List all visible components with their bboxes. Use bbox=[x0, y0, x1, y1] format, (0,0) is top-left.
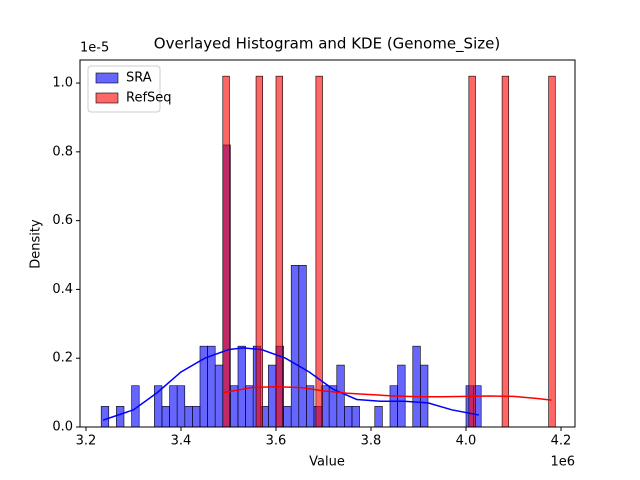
y-tick-label: 0.4 bbox=[52, 282, 73, 297]
bar bbox=[222, 75, 230, 428]
x-tick-label: 3.6 bbox=[266, 434, 287, 449]
bar bbox=[306, 385, 315, 428]
bar bbox=[298, 265, 307, 428]
kde-line bbox=[223, 386, 552, 401]
bar bbox=[192, 406, 201, 428]
legend-label: SRA bbox=[126, 71, 152, 86]
legend-swatch bbox=[95, 92, 119, 104]
bar bbox=[548, 75, 556, 428]
bar bbox=[237, 345, 246, 428]
bar bbox=[161, 406, 170, 428]
bar bbox=[268, 364, 277, 428]
x-axis-label: Value bbox=[309, 455, 345, 470]
y-axis-label: Density bbox=[29, 219, 44, 269]
x-tick-label: 4.2 bbox=[551, 434, 572, 449]
bar bbox=[315, 75, 323, 428]
y-tick-label: 0.0 bbox=[52, 420, 73, 435]
bar bbox=[245, 385, 254, 428]
x-tick-label: 3.8 bbox=[361, 434, 382, 449]
legend-swatch bbox=[95, 72, 119, 84]
bar bbox=[116, 406, 125, 428]
legend-label: RefSeq bbox=[126, 91, 172, 106]
bar bbox=[351, 406, 360, 428]
bar bbox=[169, 385, 178, 428]
bar bbox=[100, 406, 110, 428]
bar bbox=[207, 345, 216, 428]
bar bbox=[412, 345, 421, 428]
bar bbox=[255, 75, 263, 428]
bar bbox=[275, 75, 283, 428]
bar bbox=[389, 385, 398, 428]
x-offset: 1e6 bbox=[550, 455, 575, 470]
bar bbox=[374, 406, 383, 428]
bar bbox=[336, 364, 345, 428]
x-tick-label: 3.4 bbox=[171, 434, 192, 449]
bar bbox=[468, 75, 476, 428]
x-tick-label: 4.0 bbox=[456, 434, 477, 449]
y-tick-label: 0.8 bbox=[52, 144, 73, 159]
kde-line bbox=[102, 347, 479, 421]
bar bbox=[290, 265, 300, 428]
y-tick-label: 0.2 bbox=[52, 351, 73, 366]
bar bbox=[184, 406, 193, 428]
y-offset: 1e-5 bbox=[80, 41, 109, 56]
x-tick-label: 3.2 bbox=[76, 434, 97, 449]
bar bbox=[501, 75, 510, 428]
y-tick-label: 1.0 bbox=[52, 76, 73, 91]
bar bbox=[344, 406, 353, 428]
chart-title: Overlayed Histogram and KDE (Genome_Size… bbox=[154, 35, 500, 54]
bar bbox=[283, 406, 292, 428]
bar bbox=[176, 385, 186, 428]
y-tick-label: 0.6 bbox=[52, 213, 73, 228]
plot-frame bbox=[79, 59, 576, 428]
bar bbox=[214, 364, 224, 428]
